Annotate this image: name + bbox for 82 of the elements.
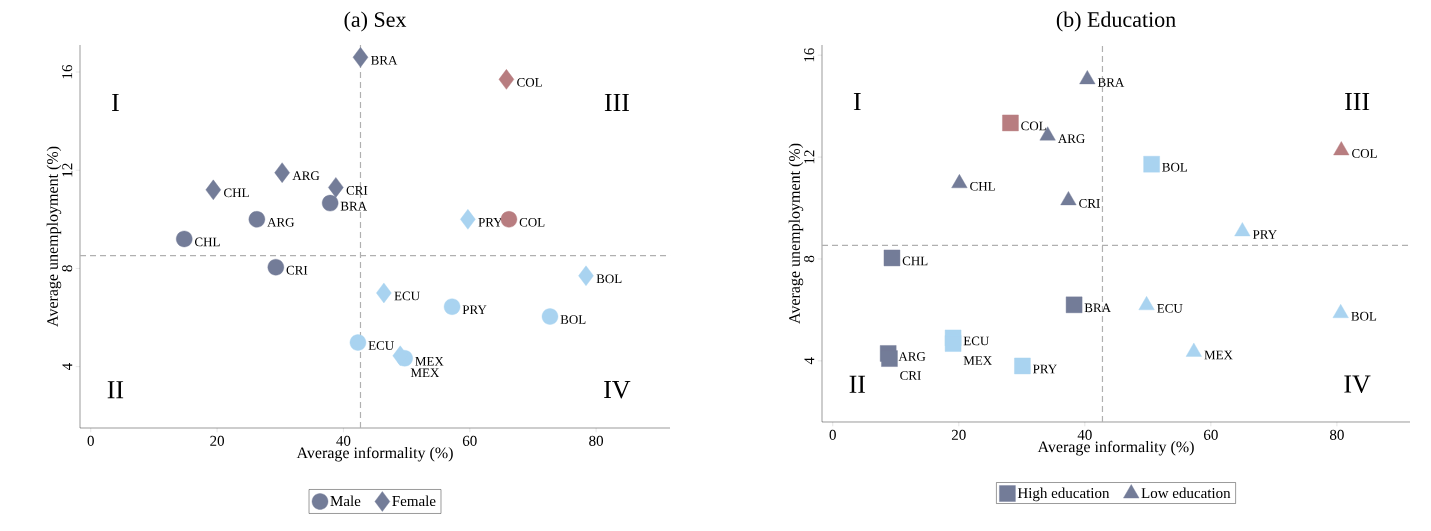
annotation: COL xyxy=(1352,149,1377,158)
annotation: ECU xyxy=(1157,303,1183,313)
legend-label: High education xyxy=(1017,487,1110,502)
annotation: ECU xyxy=(394,291,420,301)
annotation: BOL xyxy=(1162,162,1188,172)
annotation: III xyxy=(1345,93,1370,111)
annotation: BRA xyxy=(371,55,398,65)
point xyxy=(1143,156,1160,173)
x-tick-label: 40 xyxy=(336,435,351,446)
annotation: II xyxy=(107,381,124,399)
annotation: PRY xyxy=(462,305,487,314)
annotation: BOL xyxy=(560,315,586,324)
chart-title: (b) Education xyxy=(1056,11,1176,32)
x-tick-label: 80 xyxy=(589,435,604,446)
point xyxy=(500,211,518,228)
point xyxy=(951,174,968,189)
point xyxy=(1002,114,1019,132)
annotation: CHL xyxy=(194,237,220,247)
annotation: III xyxy=(604,93,629,111)
annotation: CRI xyxy=(1079,199,1100,208)
annotation: COL xyxy=(519,217,545,227)
annotation: PRY xyxy=(1033,364,1057,374)
annotation: MEX xyxy=(1204,350,1233,360)
annotation: ARG xyxy=(1057,134,1085,144)
x-tick-label: 20 xyxy=(951,429,966,440)
point xyxy=(498,69,515,90)
legend-label: Low education xyxy=(1141,487,1231,499)
annotation: CRI xyxy=(286,265,308,275)
annotation: IV xyxy=(604,380,631,399)
annotation: ARG xyxy=(267,217,295,227)
y-tick-label: 4 xyxy=(62,363,73,371)
x-axis-title: Average informality (%) xyxy=(1037,440,1194,456)
annotation: BRA xyxy=(1097,78,1125,87)
annotation: BRA xyxy=(340,201,367,211)
annotation: CRI xyxy=(346,186,368,195)
y-tick-label: 16 xyxy=(62,64,73,79)
annotation: BOL xyxy=(596,274,622,284)
annotation: MEX xyxy=(963,356,992,365)
annotation: ARG xyxy=(898,352,926,361)
y-tick-label: 12 xyxy=(62,163,73,177)
annotation: IV xyxy=(1344,375,1371,394)
y-tick-label: 12 xyxy=(804,150,815,164)
y-axis-title: Average unemployment (%) xyxy=(788,143,804,324)
x-tick-label: 20 xyxy=(210,435,225,446)
annotation: CRI xyxy=(900,371,921,380)
annotation: BOL xyxy=(1351,311,1377,321)
annotation: ARG xyxy=(292,171,320,181)
x-tick-label: 80 xyxy=(1329,429,1344,440)
annotation: CHL xyxy=(224,188,249,198)
annotation: MEX xyxy=(410,368,440,378)
x-tick-label: 0 xyxy=(829,429,836,440)
y-tick-label: 16 xyxy=(804,48,815,62)
x-tick-label: 0 xyxy=(87,435,94,446)
annotation: I xyxy=(112,93,119,111)
y-tick-label: 8 xyxy=(62,265,73,272)
point xyxy=(1079,70,1096,85)
annotation: CHL xyxy=(970,181,995,191)
annotation: COL xyxy=(1021,121,1046,131)
point xyxy=(1333,141,1350,156)
y-tick-label: 8 xyxy=(804,255,815,263)
annotation: II xyxy=(849,375,866,393)
x-tick-label: 60 xyxy=(1204,429,1218,440)
point xyxy=(944,335,962,352)
y-tick-label: 4 xyxy=(804,357,815,365)
y-axis-title: Average unemployment (%) xyxy=(46,146,62,327)
annotation: PRY xyxy=(1252,230,1277,239)
annotation: ECU xyxy=(368,341,394,350)
x-axis-title: Average informality (%) xyxy=(296,446,453,462)
annotation: BRA xyxy=(1084,303,1111,313)
annotation: ECU xyxy=(963,336,990,346)
point xyxy=(1014,357,1031,375)
annotation: MEX xyxy=(415,357,444,366)
annotation: I xyxy=(853,93,861,111)
x-tick-label: 60 xyxy=(462,435,477,446)
annotation: CHL xyxy=(902,256,928,266)
legend-label: Female xyxy=(392,495,436,507)
annotation: COL xyxy=(517,78,542,87)
annotation: PRY xyxy=(478,218,503,227)
chart-title: (a) Sex xyxy=(344,11,407,32)
point xyxy=(1060,191,1077,206)
legend-label: Male xyxy=(330,495,361,507)
x-tick-label: 40 xyxy=(1077,429,1092,440)
